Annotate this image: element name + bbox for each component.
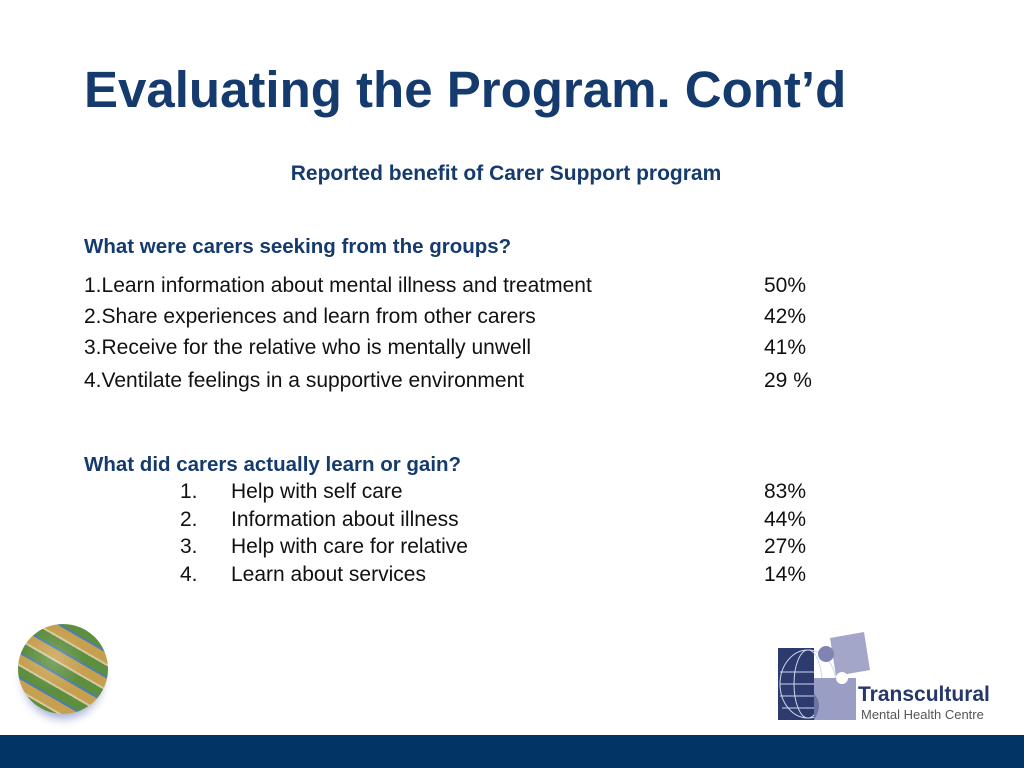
seeking-item-label: 2.Share experiences and learn from other… — [84, 305, 536, 328]
gained-item-label: Information about illness — [231, 508, 459, 531]
seeking-item-value: 50% — [764, 274, 807, 297]
logo-subname: Mental Health Centre — [861, 707, 984, 722]
gained-item-label: Help with self care — [231, 480, 403, 503]
gained-item-value: 83% — [764, 480, 807, 503]
footer-bar — [0, 735, 1024, 768]
seeking-item-value: 41% — [764, 336, 807, 359]
slide-subtitle: Reported benefit of Carer Support progra… — [290, 162, 722, 185]
section-heading-seeking: What were carers seeking from the groups… — [84, 235, 512, 258]
gained-item-value: 27% — [764, 535, 807, 558]
seeking-item-value: 42% — [764, 305, 807, 328]
gained-item-value: 14% — [764, 563, 807, 586]
gained-item-label: Learn about services — [231, 563, 426, 586]
seeking-item-label: 3.Receive for the relative who is mental… — [84, 336, 532, 359]
logo-name: Transcultural — [858, 683, 990, 706]
puzzle-globe-logo-icon — [778, 632, 870, 720]
seeking-item-label: 4.Ventilate feelings in a supportive env… — [84, 369, 525, 392]
section-heading-gained: What did carers actually learn or gain? — [84, 453, 462, 476]
gained-item-number: 4. — [180, 563, 198, 586]
photo-globe-image — [18, 624, 108, 714]
gained-item-number: 3. — [180, 535, 198, 558]
gained-item-label: Help with care for relative — [231, 535, 468, 558]
gained-item-value: 44% — [764, 508, 807, 531]
gained-item-number: 1. — [180, 480, 198, 503]
gained-item-number: 2. — [180, 508, 198, 531]
seeking-item-label: 1.Learn information about mental illness… — [84, 274, 592, 297]
seeking-item-value: 29 % — [764, 369, 812, 392]
slide-title: Evaluating the Program. Cont’d — [84, 61, 847, 118]
